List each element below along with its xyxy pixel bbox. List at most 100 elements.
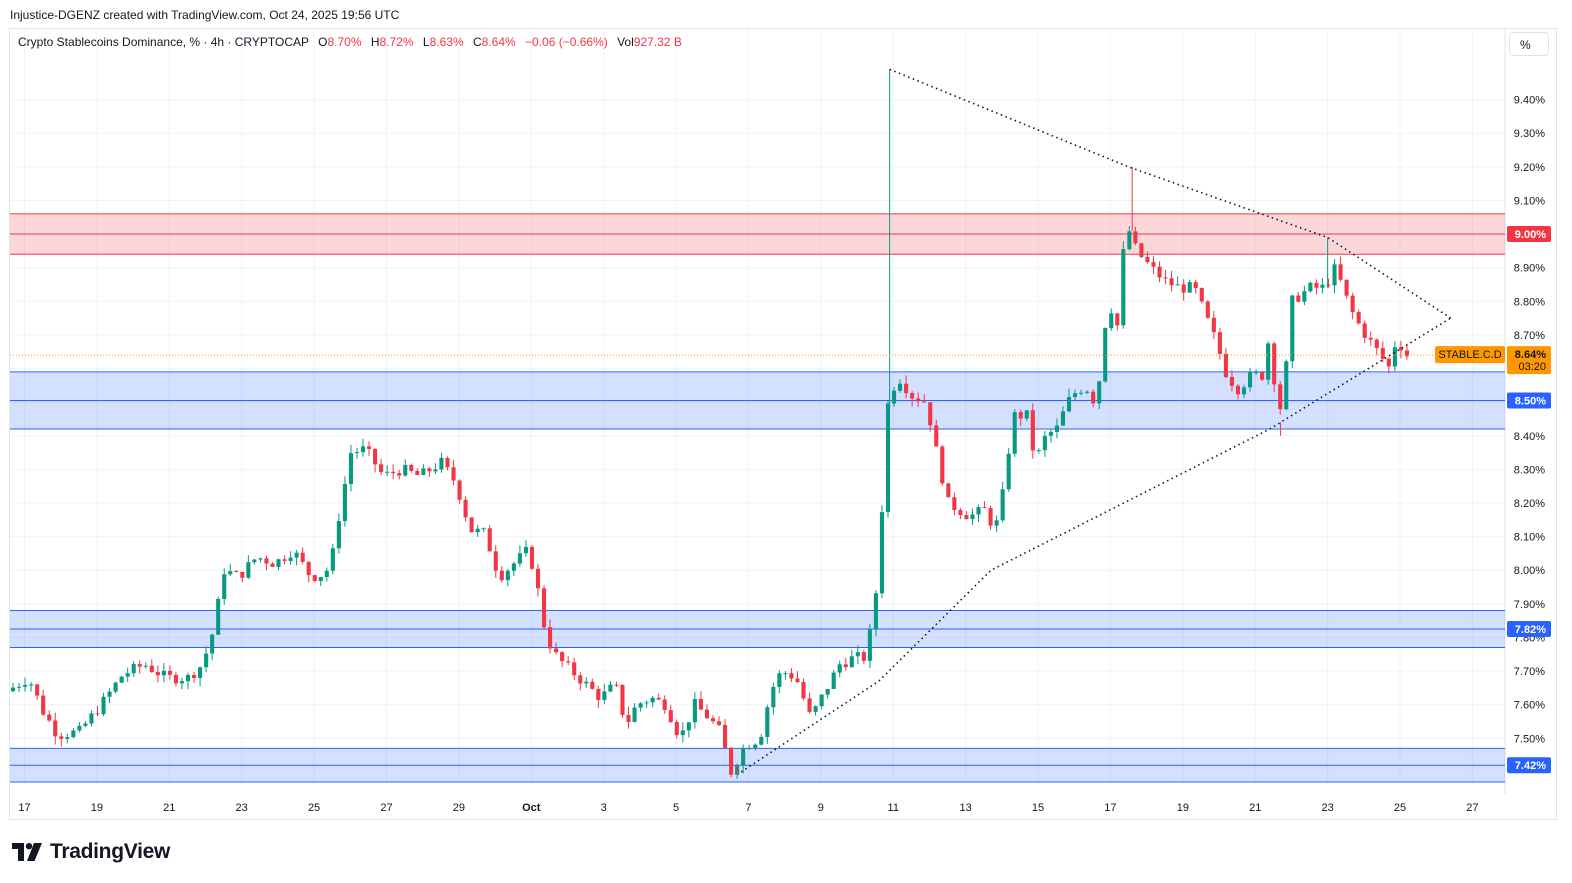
candle (1308, 281, 1313, 293)
volume-value: 927.32 B (633, 35, 682, 49)
candle-body (1229, 377, 1234, 386)
candle (167, 665, 172, 680)
candle-body (1284, 361, 1289, 410)
candlestick-series (10, 69, 1409, 779)
candle (1079, 389, 1084, 396)
candle (928, 402, 933, 432)
candle-body (445, 457, 450, 468)
candle (1115, 312, 1120, 331)
candle (1175, 276, 1180, 286)
candle-body (614, 684, 619, 686)
candle-body (680, 730, 685, 736)
close-label: C (472, 35, 482, 49)
candle (861, 649, 866, 665)
candle (560, 651, 565, 668)
candle (373, 448, 378, 473)
candle (403, 459, 408, 477)
candle (288, 551, 293, 565)
candle-body (771, 686, 776, 708)
candle (729, 746, 734, 778)
candle-body (1054, 425, 1060, 432)
candle (185, 672, 191, 690)
candle-body (795, 678, 800, 683)
candle (300, 547, 305, 565)
candle (970, 508, 975, 525)
candle (16, 683, 22, 692)
candle (1254, 369, 1259, 375)
candle-body (578, 675, 583, 684)
candle-body (849, 656, 854, 668)
candle-body (1356, 312, 1361, 324)
candle-body (457, 480, 462, 500)
candle-body (481, 528, 486, 530)
candle-body (704, 709, 710, 719)
candle (1362, 320, 1367, 344)
candle (952, 492, 957, 516)
candle (210, 633, 215, 661)
candle-body (656, 697, 661, 700)
candle (807, 692, 812, 714)
candle-body (131, 664, 136, 674)
candle-body (505, 570, 510, 581)
candle-body (403, 464, 408, 476)
open-label: O (318, 35, 328, 49)
time-tick-label: 25 (308, 802, 320, 814)
candle-body (632, 707, 637, 722)
candle-body (674, 722, 679, 736)
candle-body (107, 691, 112, 697)
last-price-value: 8.64% (1515, 349, 1546, 361)
candle-body (837, 664, 842, 673)
candle (137, 660, 142, 674)
candle (312, 574, 317, 583)
candle (173, 672, 178, 687)
candle (143, 661, 148, 669)
candle-body (240, 571, 245, 578)
percent-scale-button[interactable]: % (1509, 32, 1549, 56)
price-tick-label: 8.40% (1514, 431, 1545, 443)
candle-body (511, 563, 516, 571)
candle (252, 559, 257, 565)
candle-body (71, 730, 76, 738)
candle (747, 745, 752, 750)
candle (1272, 341, 1277, 393)
time-tick-label: 7 (745, 802, 751, 814)
candle (1139, 242, 1144, 258)
candle-body (741, 748, 746, 766)
time-tick-label: 5 (673, 802, 679, 814)
candle-body (1187, 282, 1192, 293)
change-value: −0.06 (−0.66%) (525, 35, 608, 49)
candle (107, 688, 112, 704)
candle (741, 744, 746, 774)
candle-body (324, 570, 329, 577)
candle (795, 671, 800, 683)
time-tick-label: 27 (380, 802, 392, 814)
price-tick-label: 8.20% (1514, 498, 1545, 510)
candle-body (946, 483, 951, 498)
candle (946, 483, 951, 498)
candle (596, 685, 601, 708)
candle-body (698, 698, 703, 710)
chart-credit: Injustice-DGENZ created with TradingView… (10, 8, 400, 22)
candle (1097, 380, 1102, 410)
candle (191, 671, 197, 683)
candle-body (16, 686, 22, 688)
candle (47, 710, 52, 722)
price-tick-label: 8.90% (1514, 263, 1545, 275)
candle (813, 705, 818, 716)
tradingview-logo[interactable]: TradingView (12, 840, 170, 864)
candle-body (427, 468, 432, 472)
candle (125, 667, 130, 683)
candle (1386, 357, 1391, 374)
candle-body (1266, 343, 1271, 380)
candle (1066, 388, 1072, 413)
candle-body (276, 559, 281, 567)
candle-body (1404, 350, 1409, 357)
candle-body (1235, 385, 1241, 395)
candle (680, 722, 685, 743)
candle (1133, 226, 1138, 246)
candle (1278, 380, 1283, 415)
candle-body (940, 446, 945, 484)
candle-body (976, 507, 981, 515)
candle (95, 705, 100, 717)
